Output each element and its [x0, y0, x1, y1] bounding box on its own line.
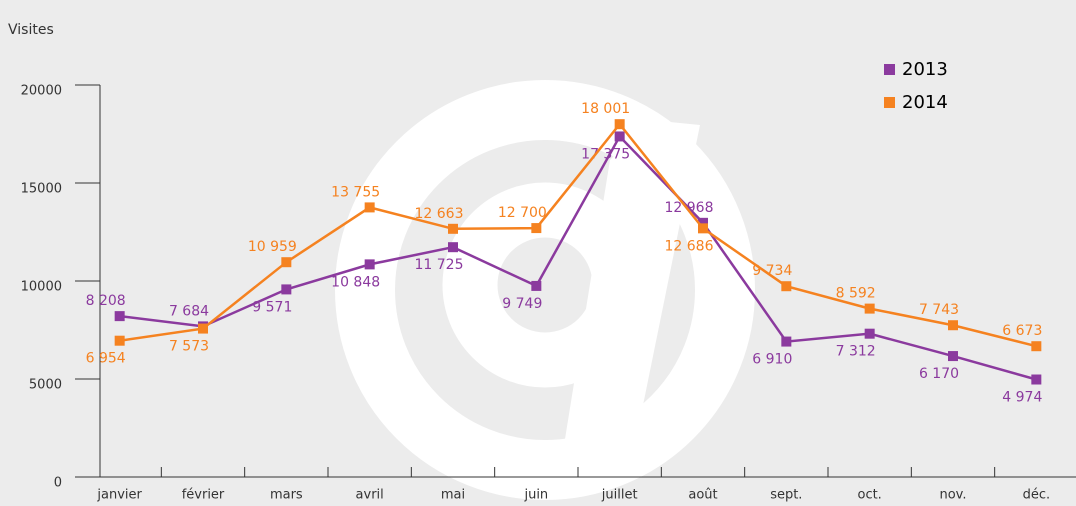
point [281, 257, 291, 267]
x-tick-label: déc. [1023, 488, 1051, 503]
x-tick-label: juin [523, 488, 548, 503]
point [698, 223, 708, 233]
y-tick-label: 10000 [21, 280, 62, 295]
point [948, 351, 958, 361]
value-label: 8 208 [86, 293, 126, 309]
value-label: 17 375 [581, 146, 630, 162]
point [781, 281, 791, 291]
x-tick-label: avril [356, 488, 384, 503]
x-tick-label: oct. [857, 488, 881, 503]
chart-title: Visites [8, 22, 54, 38]
point [115, 311, 125, 321]
x-tick-label: janvier [96, 488, 142, 503]
watermark [365, 110, 725, 470]
value-label: 9 749 [502, 296, 542, 312]
x-tick-label: mai [441, 488, 465, 503]
point [615, 119, 625, 129]
point [948, 320, 958, 330]
value-label: 9 734 [752, 263, 792, 279]
value-label: 12 663 [415, 206, 464, 222]
point [531, 281, 541, 291]
value-label: 7 743 [919, 302, 959, 318]
value-label: 9 571 [252, 299, 292, 315]
point [615, 131, 625, 141]
point [448, 224, 458, 234]
value-label: 12 686 [665, 238, 714, 254]
point [365, 202, 375, 212]
value-label: 10 848 [331, 274, 380, 290]
point [448, 242, 458, 252]
x-tick-label: février [182, 488, 225, 503]
value-label: 7 573 [169, 339, 209, 355]
point [865, 304, 875, 314]
value-label: 10 959 [248, 239, 297, 255]
point [781, 337, 791, 347]
point [865, 329, 875, 339]
x-tick-label: sept. [770, 488, 802, 503]
legend-label: 2014 [902, 92, 948, 113]
legend-swatch [884, 64, 895, 75]
x-tick-label: juillet [601, 488, 638, 503]
y-tick-label: 0 [54, 476, 62, 491]
value-label: 12 700 [498, 205, 547, 221]
value-label: 6 170 [919, 366, 959, 382]
value-label: 7 684 [169, 303, 209, 319]
value-label: 13 755 [331, 184, 380, 200]
y-tick-label: 5000 [29, 378, 62, 393]
legend-label: 2013 [902, 59, 948, 80]
value-label: 8 592 [836, 286, 876, 302]
value-label: 6 910 [752, 352, 792, 368]
point [281, 284, 291, 294]
point [115, 336, 125, 346]
value-label: 12 968 [665, 200, 714, 216]
page: {"chart_data": {"type": "line", "title":… [0, 0, 1076, 506]
value-label: 4 974 [1002, 390, 1042, 406]
x-tick-label: août [688, 488, 717, 503]
y-tick-label: 20000 [21, 84, 62, 99]
legend-swatch [884, 97, 895, 108]
value-label: 6 954 [86, 351, 126, 367]
chart: Visites 0 5000 10000 15000 20000 janvier févri… [0, 0, 1076, 506]
value-label: 7 312 [836, 344, 876, 360]
x-tick-label: nov. [939, 488, 966, 503]
point [1031, 341, 1041, 351]
y-tick-label: 15000 [21, 182, 62, 197]
point [198, 324, 208, 334]
x-tick-label: mars [270, 488, 303, 503]
value-label: 6 673 [1002, 323, 1042, 339]
point [531, 223, 541, 233]
point [1031, 375, 1041, 385]
value-label: 18 001 [581, 101, 630, 117]
point [365, 259, 375, 269]
value-label: 11 725 [415, 257, 464, 273]
